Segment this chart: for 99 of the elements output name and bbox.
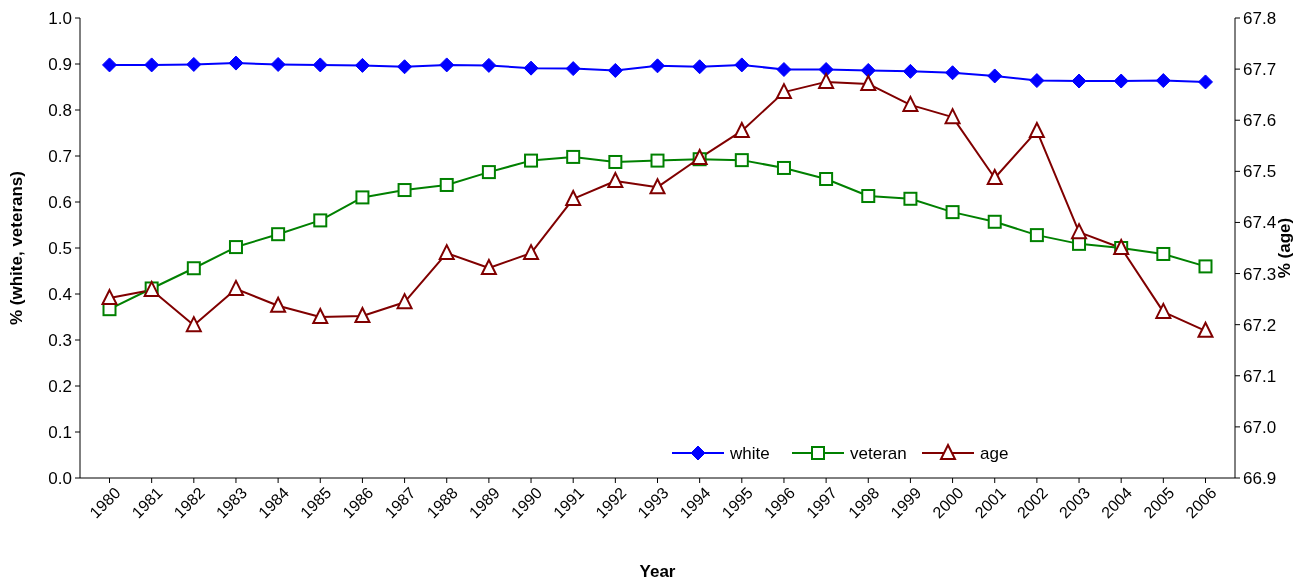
point xyxy=(607,172,624,189)
point xyxy=(101,289,118,306)
point xyxy=(565,189,582,206)
y-tick-label: 0.9 xyxy=(48,54,72,74)
point xyxy=(480,258,497,275)
y2-tick-label: 67.4 xyxy=(1243,213,1277,233)
point xyxy=(1155,302,1172,319)
point xyxy=(1071,73,1087,89)
y2-tick-label: 67.2 xyxy=(1243,315,1277,335)
legend-label: veteran xyxy=(850,443,907,463)
point xyxy=(354,57,370,73)
point xyxy=(228,55,244,71)
y2-tick-label: 67.7 xyxy=(1243,60,1277,80)
point xyxy=(734,153,749,168)
point xyxy=(945,65,961,81)
y-tick-label: 0.7 xyxy=(48,146,72,166)
y-tick-label: 0.0 xyxy=(48,468,72,488)
point xyxy=(312,57,328,73)
y2-tick-label: 67.1 xyxy=(1243,366,1277,386)
point xyxy=(524,153,539,168)
point xyxy=(144,57,160,73)
point xyxy=(1071,223,1088,240)
point xyxy=(1197,321,1214,338)
point xyxy=(354,306,371,323)
y2-axis-title: % (age) xyxy=(1275,217,1294,279)
point xyxy=(692,59,708,75)
point xyxy=(819,172,834,186)
point xyxy=(860,74,877,91)
point xyxy=(818,72,835,89)
point xyxy=(102,57,118,73)
y2-tick-label: 67.6 xyxy=(1243,111,1277,131)
point xyxy=(734,57,750,73)
y2-tick-label: 67.0 xyxy=(1243,417,1277,437)
point xyxy=(228,240,243,255)
point xyxy=(186,56,202,72)
point xyxy=(186,261,201,276)
point xyxy=(860,62,876,78)
point xyxy=(944,108,961,125)
legend-label: age xyxy=(980,443,1009,463)
point xyxy=(523,244,540,261)
y-tick-label: 1.0 xyxy=(48,8,72,28)
point xyxy=(523,60,539,76)
point xyxy=(270,296,287,313)
legend-label: white xyxy=(729,443,770,463)
y-tick-label: 0.8 xyxy=(48,100,72,120)
point xyxy=(227,279,244,296)
y-tick-label: 0.3 xyxy=(48,330,72,350)
point xyxy=(650,153,665,168)
y-axis-title: % (white, veterans) xyxy=(7,171,26,325)
point xyxy=(565,61,581,77)
point xyxy=(1155,73,1171,89)
point xyxy=(438,244,455,261)
y-tick-label: 0.6 xyxy=(48,192,72,212)
point xyxy=(1113,73,1129,89)
point xyxy=(270,56,286,72)
point xyxy=(313,213,328,228)
point xyxy=(312,308,329,324)
point xyxy=(945,205,960,220)
point xyxy=(1156,246,1171,261)
point xyxy=(481,57,497,73)
point xyxy=(903,191,918,206)
point xyxy=(650,58,665,74)
point xyxy=(355,190,370,205)
point xyxy=(776,62,792,78)
point xyxy=(1028,121,1045,138)
point xyxy=(608,154,623,169)
point xyxy=(397,183,412,198)
point xyxy=(481,165,496,180)
point xyxy=(1197,74,1213,90)
point xyxy=(733,121,750,138)
point xyxy=(185,316,202,333)
point xyxy=(775,83,792,100)
point xyxy=(607,62,623,78)
x-axis-title: Year xyxy=(639,562,676,581)
point xyxy=(271,227,286,242)
point xyxy=(986,168,1003,185)
point xyxy=(987,214,1002,229)
point xyxy=(1029,228,1044,243)
point xyxy=(861,189,876,204)
point xyxy=(439,177,454,192)
y-tick-label: 0.4 xyxy=(48,284,72,304)
y2-tick-label: 67.8 xyxy=(1243,8,1277,28)
y2-tick-label: 66.9 xyxy=(1243,468,1277,488)
point xyxy=(776,160,791,175)
y2-tick-label: 67.5 xyxy=(1243,162,1277,182)
point xyxy=(649,178,666,195)
y-tick-label: 0.1 xyxy=(48,422,72,442)
y-tick-label: 0.2 xyxy=(48,376,72,396)
y2-tick-label: 67.3 xyxy=(1243,264,1277,284)
point xyxy=(1198,259,1213,274)
point xyxy=(987,68,1003,84)
point xyxy=(902,63,918,79)
point xyxy=(566,149,581,164)
point xyxy=(1029,73,1045,89)
point xyxy=(902,95,919,112)
point xyxy=(396,293,413,310)
point xyxy=(397,59,413,75)
point xyxy=(439,57,455,73)
y-tick-label: 0.5 xyxy=(48,238,72,258)
